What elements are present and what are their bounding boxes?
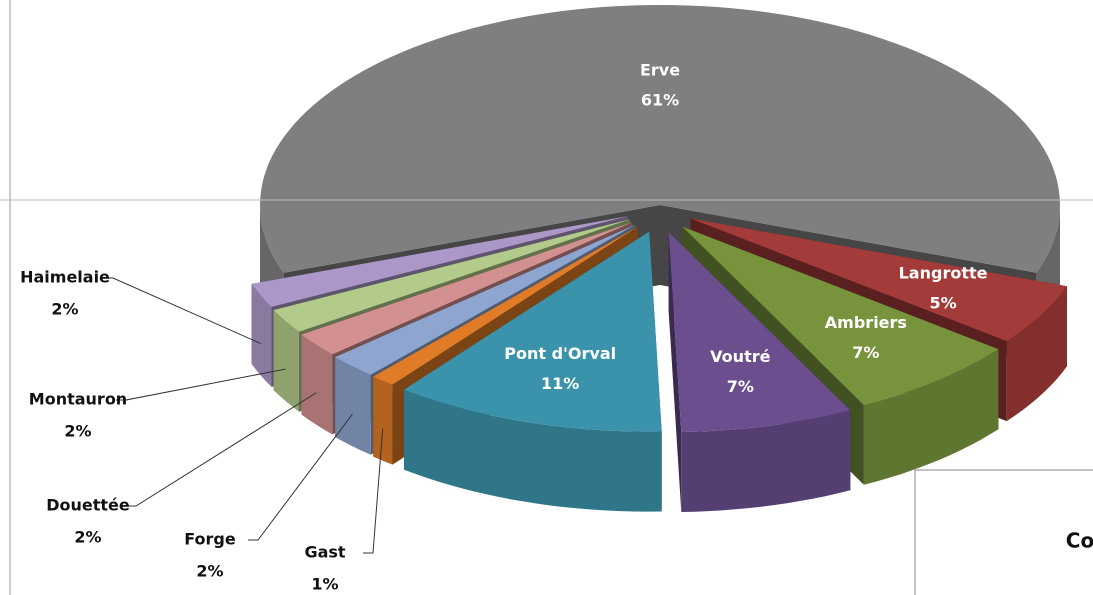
slice (251, 216, 628, 307)
slice (273, 219, 630, 332)
slice-wall (373, 376, 393, 465)
leader-line (103, 277, 261, 345)
slice (373, 226, 638, 385)
slice-value-label: 2% (196, 562, 223, 581)
slice-wall (1006, 286, 1067, 422)
slice-label: Douettée (46, 496, 130, 515)
slice-value-label: 1% (311, 575, 338, 594)
overlay-box (914, 469, 1093, 595)
slice-label: Pont d'Orval (504, 344, 616, 363)
slice-value-label: 7% (727, 377, 754, 396)
slice-wall (251, 283, 272, 387)
slice-wall (863, 349, 999, 485)
slice-label: Haimelaie (20, 268, 110, 287)
slice (260, 5, 1060, 273)
slice (335, 224, 636, 375)
slice-wall (273, 310, 299, 412)
slice-wall (681, 410, 851, 512)
leader-line (363, 428, 384, 554)
leader-line (116, 368, 286, 401)
slice-value-label: 2% (51, 300, 78, 319)
slice-value-label: 5% (929, 293, 956, 312)
slice-value-label: 7% (852, 343, 879, 362)
leader-line (248, 413, 353, 541)
slice-label: Langrotte (899, 263, 988, 282)
slice-label: Voutré (710, 347, 770, 366)
slice-wall (404, 389, 662, 512)
slice-label: Ambriers (825, 313, 907, 332)
leader-line (126, 392, 317, 507)
slice-value-label: 2% (74, 528, 101, 547)
slice-label: Erve (640, 61, 680, 80)
slice-side (668, 232, 682, 512)
pie: Erve 61% Langrotte 5% Ambriers 7% Voutré 7% Pont… (20, 5, 1067, 594)
slice-label: Gast (304, 543, 345, 562)
slice (682, 226, 999, 405)
slice-value-label: 11% (541, 374, 579, 393)
slice-wall (301, 334, 333, 435)
slice-wall (335, 357, 371, 455)
overlay-text: Co (1066, 529, 1093, 553)
slice (301, 222, 633, 355)
slice (690, 218, 1067, 342)
slice-label: Forge (184, 530, 236, 549)
slice-value-label: 61% (641, 91, 679, 110)
slice-label: Montauron (29, 390, 127, 409)
slice (668, 232, 851, 432)
slice (404, 231, 662, 432)
slice-value-label: 2% (64, 422, 91, 441)
